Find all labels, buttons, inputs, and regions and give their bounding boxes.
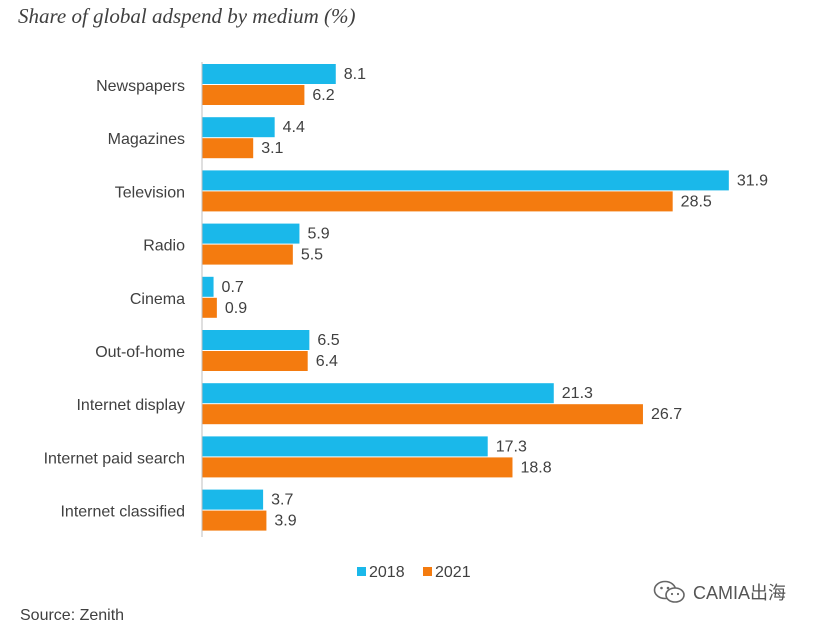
data-label: 18.8: [520, 459, 551, 476]
bar-2021: [202, 457, 513, 478]
bar-2021: [202, 191, 673, 212]
category-label: Internet display: [76, 397, 185, 414]
category-label: Internet paid search: [44, 450, 185, 467]
bar-2018: [202, 223, 300, 244]
bar-2021: [202, 244, 293, 265]
bar-2021: [202, 404, 643, 425]
bar-2018: [202, 117, 275, 138]
source-note: Source: Zenith: [20, 607, 125, 624]
data-label: 3.9: [274, 513, 296, 530]
data-label: 0.7: [222, 279, 244, 296]
bar-2021: [202, 138, 254, 159]
bar-2018: [202, 489, 264, 510]
data-label: 26.7: [651, 406, 682, 423]
legend-swatch: [357, 567, 366, 576]
data-label: 6.2: [312, 87, 334, 104]
data-label: 28.5: [681, 193, 712, 210]
data-label: 5.9: [307, 226, 329, 243]
category-label: Television: [115, 184, 185, 201]
category-label: Newspapers: [96, 78, 185, 95]
bar-2018: [202, 276, 214, 297]
data-label: 8.1: [344, 66, 366, 83]
category-label: Radio: [143, 238, 185, 255]
bar-2021: [202, 85, 305, 105]
category-label: Cinema: [130, 291, 185, 308]
wechat-icon: [653, 580, 685, 603]
bar-2021: [202, 297, 217, 318]
data-label: 21.3: [562, 385, 593, 402]
legend-label: 2018: [369, 564, 405, 581]
category-label: Out-of-home: [95, 344, 185, 361]
chart-title: Share of global adspend by medium (%): [18, 4, 356, 28]
category-label: Magazines: [108, 131, 185, 148]
bar-2018: [202, 170, 729, 191]
data-label: 3.7: [271, 492, 293, 509]
bar-2021: [202, 510, 267, 531]
category-label: Internet classified: [60, 504, 185, 521]
bar-2021: [202, 351, 308, 371]
legend-swatch: [423, 567, 432, 576]
bar-2018: [202, 330, 310, 350]
data-label: 17.3: [496, 438, 527, 455]
data-label: 31.9: [737, 172, 768, 189]
data-label: 4.4: [283, 119, 305, 136]
data-label: 5.5: [301, 247, 323, 264]
legend-label: 2021: [435, 564, 471, 581]
data-label: 0.9: [225, 300, 247, 317]
bar-2018: [202, 436, 488, 457]
bar-2018: [202, 383, 554, 404]
data-label: 6.5: [317, 332, 339, 349]
data-label: 6.4: [316, 353, 338, 370]
watermark: CAMIA出海: [653, 579, 786, 605]
data-label: 3.1: [261, 140, 283, 157]
watermark-text: CAMIA出海: [693, 583, 787, 603]
bar-2018: [202, 64, 336, 84]
